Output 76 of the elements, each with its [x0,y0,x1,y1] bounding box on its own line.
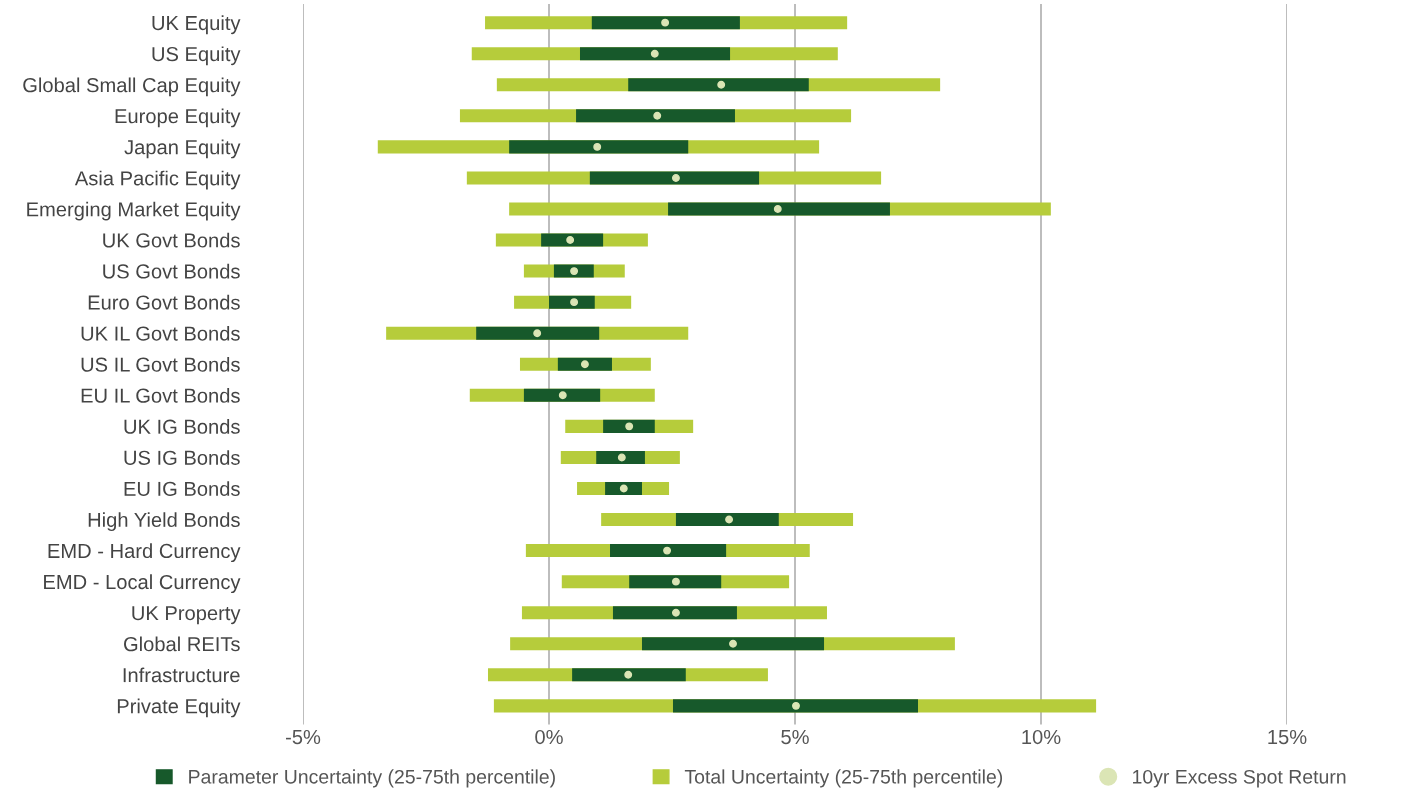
point [729,639,737,648]
bar [603,419,655,433]
bar [629,575,722,589]
y-tick-label: EMD - Hard Currency [48,543,241,563]
point [663,546,672,555]
y-tick-label: Global Small Cap Equity [23,77,241,97]
legend-label: Parameter Uncertainty (25-75th percentile) [189,769,555,788]
y-tick-label: UK IG Bonds [124,419,240,434]
bar [675,513,779,527]
point [725,515,734,524]
y-tick-label: Private Equity [117,698,241,718]
bar [553,264,594,278]
point [533,329,542,338]
bar [591,16,740,30]
x-tick-label: 5% [781,729,809,745]
x-tick-label: 0% [535,729,563,745]
bar [641,637,825,651]
point [558,391,567,400]
bar [596,450,645,464]
bar [476,326,600,340]
y-tick-label: Europe Equity [115,108,241,128]
bar [589,171,760,185]
legend-label: 10yr Excess Spot Return [1133,769,1346,788]
point [650,49,659,58]
point [617,453,626,462]
point [570,267,579,276]
y-tick-label: Infrastructure [123,667,240,683]
bar [628,78,809,92]
bar [576,109,735,123]
x-tick-label: 15% [1268,729,1307,745]
y-tick-label: Asia Pacific Equity [74,170,241,190]
y-tick-label: UK IL Govt Bonds [81,325,240,341]
y-tick-label: Euro Govt Bonds [88,294,240,310]
y-tick-label: EU IG Bonds [124,481,240,496]
point [580,360,589,369]
x-tick-label: -5% [285,729,321,745]
y-tick-label: UK Property [132,606,241,625]
point [773,205,782,213]
y-tick-label: High Yield Bonds [88,512,240,532]
point [671,173,680,182]
y-tick-label: Japan Equity [124,139,241,159]
bar [557,357,612,371]
y-tick-label: US IG Bonds [124,450,240,465]
y-tick-label: Emerging Market Equity [27,201,241,221]
point [624,670,633,679]
bar [509,140,689,154]
y-tick-label: US Govt Bonds [103,263,240,279]
bar [612,606,737,620]
point [661,18,670,27]
point [653,111,662,120]
bar [610,544,727,558]
point [593,142,602,151]
bar [668,202,890,216]
point [625,422,634,431]
y-tick-label: EU IL Govt Bonds [81,388,240,403]
y-tick-label: UK Govt Bonds [103,232,240,248]
point [619,484,628,493]
x-tick-label: 10% [1022,729,1061,745]
bar [580,47,731,61]
point [671,577,680,586]
point [566,236,575,244]
y-tick-label: US Equity [152,46,241,66]
bar [672,699,918,713]
point [671,608,680,617]
bar [572,668,686,682]
point [717,80,726,89]
point [792,701,800,710]
bar [523,388,601,402]
y-tick-label: UK Equity [152,15,241,35]
y-tick-label: Global REITs [124,636,240,652]
bar [541,233,604,247]
y-tick-label: EMD - Local Currency [44,574,241,594]
legend-label: Total Uncertainty (25-75th percentile) [684,769,1003,788]
point [570,298,579,307]
y-tick-label: US IL Govt Bonds [81,356,240,372]
bar [549,295,595,309]
